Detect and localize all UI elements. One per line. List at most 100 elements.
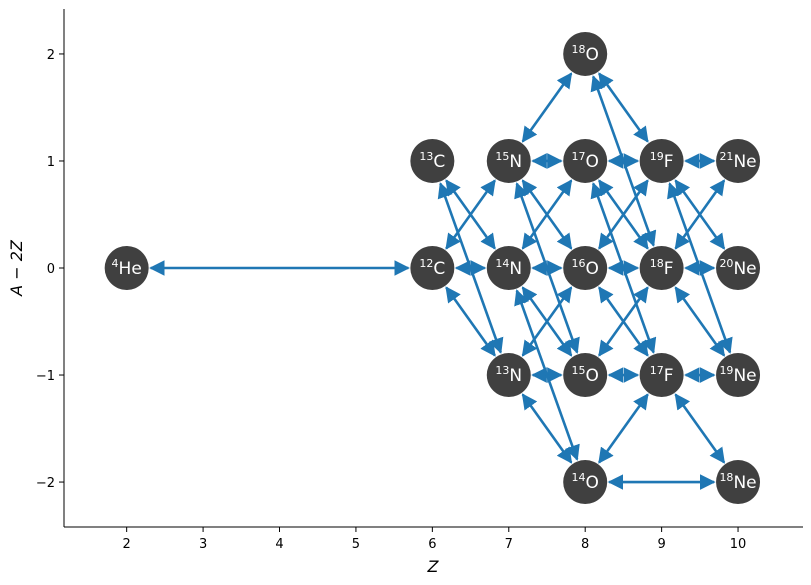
isotope-node-label: 19F [650,150,674,172]
y-tick-label: −1 [36,369,55,384]
y-tick-label: 1 [47,155,55,170]
isotope-node-circle [563,246,608,290]
isotope-symbol: O [586,473,599,493]
isotope-node-c13: 13C [410,138,455,183]
reaction-edge-c13-n13 [437,182,504,354]
isotope-node-circle [563,353,608,398]
isotope-mass-number: 18 [572,43,586,56]
isotope-node-n14: 14N [486,246,531,290]
isotope-symbol: Ne [733,473,756,493]
isotope-mass-number: 15 [495,150,509,163]
x-tick-label: 8 [581,537,589,552]
isotope-mass-number: 14 [495,257,509,270]
y-axis-title: A − 2Z [7,239,26,297]
isotope-symbol: N [509,366,522,386]
isotope-symbol: N [509,152,522,172]
x-tick-label: 9 [657,537,665,552]
y-tick-label: −2 [36,476,55,491]
isotope-node-circle [639,138,684,183]
isotope-node-label: 19Ne [719,364,756,386]
isotope-node-label: 20Ne [719,257,756,279]
isotope-node-label: 4He [112,257,142,279]
isotope-node-n15: 15N [486,138,531,183]
isotope-mass-number: 15 [572,364,586,377]
y-tick-label: 2 [47,48,55,63]
isotope-node-label: 17O [572,150,599,172]
isotope-symbol: C [433,152,445,172]
isotope-node-o18: 18O [563,31,608,76]
x-tick-label: 7 [505,537,513,552]
isotope-mass-number: 4 [112,257,119,270]
isotope-node-ne21: 21Ne [716,138,761,183]
axes: 2 3 4 5 6 7 8 9 10 210−1−2 Z A − 2Z [7,9,803,576]
isotope-mass-number: 13 [419,150,433,163]
isotope-node-circle [716,353,761,398]
isotope-nodes: 4He 12C13C13N14N15N14O15O16O17O18O17F18F1… [104,31,761,505]
isotope-node-label: 13N [495,364,522,386]
x-tick-label: 4 [275,537,283,552]
isotope-mass-number: 13 [495,364,509,377]
x-tick-label: 10 [730,537,747,552]
reaction-edge-n15-o15 [514,182,580,354]
isotope-node-circle [486,353,531,398]
x-ticks: 2 3 4 5 6 7 8 9 10 [123,527,747,552]
isotope-symbol: He [119,259,142,279]
reaction-edge-o14-f17 [598,393,649,464]
isotope-node-c12: 12C [410,246,455,290]
isotope-node-circle [716,138,761,183]
isotope-mass-number: 12 [419,257,433,270]
isotope-mass-number: 14 [572,471,586,484]
isotope-mass-number: 17 [650,364,664,377]
isotope-node-circle [563,31,608,76]
isotope-node-label: 14O [572,471,599,493]
isotope-node-n13: 13N [486,353,531,398]
isotope-node-f19: 19F [639,138,684,183]
x-tick-label: 2 [123,537,131,552]
isotope-node-label: 15O [572,364,599,386]
isotope-symbol: O [586,45,599,65]
isotope-node-label: 17F [650,364,674,386]
isotope-symbol: F [664,152,674,172]
isotope-node-label: 14N [495,257,522,279]
isotope-node-f17: 17F [639,353,684,398]
isotope-node-he4: 4He [104,246,149,290]
y-tick-label: 0 [47,262,55,277]
isotope-symbol: F [664,366,674,386]
reaction-edge-n15-o18 [521,72,573,143]
isotope-mass-number: 16 [572,257,586,270]
reaction-edge-o18-f19 [598,72,649,143]
reaction-edge-f18-ne19 [674,286,726,357]
x-axis-title: Z [427,557,440,576]
isotope-node-circle [716,246,761,290]
isotope-mass-number: 18 [719,471,733,484]
isotope-node-circle [639,353,684,398]
isotope-symbol: O [586,366,599,386]
isotope-node-o15: 15O [563,353,608,398]
isotope-node-label: 15N [495,150,522,172]
isotope-node-circle [563,460,608,505]
isotope-node-o14: 14O [563,460,608,505]
reaction-edges [149,72,733,490]
isotope-node-ne18: 18Ne [716,460,761,505]
reaction-edge-f17-ne18 [674,393,726,464]
x-tick-label: 3 [199,537,207,552]
isotope-mass-number: 20 [719,257,733,270]
isotope-symbol: C [433,259,445,279]
isotope-node-f18: 18F [639,246,684,290]
isotope-node-circle [486,246,531,290]
isotope-mass-number: 17 [572,150,586,163]
isotope-node-circle [410,246,455,290]
isotope-node-circle [104,246,149,290]
reaction-edge-o18-f18 [590,75,657,247]
isotope-node-label: 16O [572,257,599,279]
x-tick-label: 5 [352,537,360,552]
isotope-node-circle [563,138,608,183]
isotope-node-label: 18F [650,257,674,279]
isotope-node-circle [486,138,531,183]
isotope-node-o16: 16O [563,246,608,290]
isotope-symbol: O [586,152,599,172]
isotope-node-circle [410,138,455,183]
isotope-mass-number: 19 [650,150,664,163]
isotope-node-circle [716,460,761,505]
